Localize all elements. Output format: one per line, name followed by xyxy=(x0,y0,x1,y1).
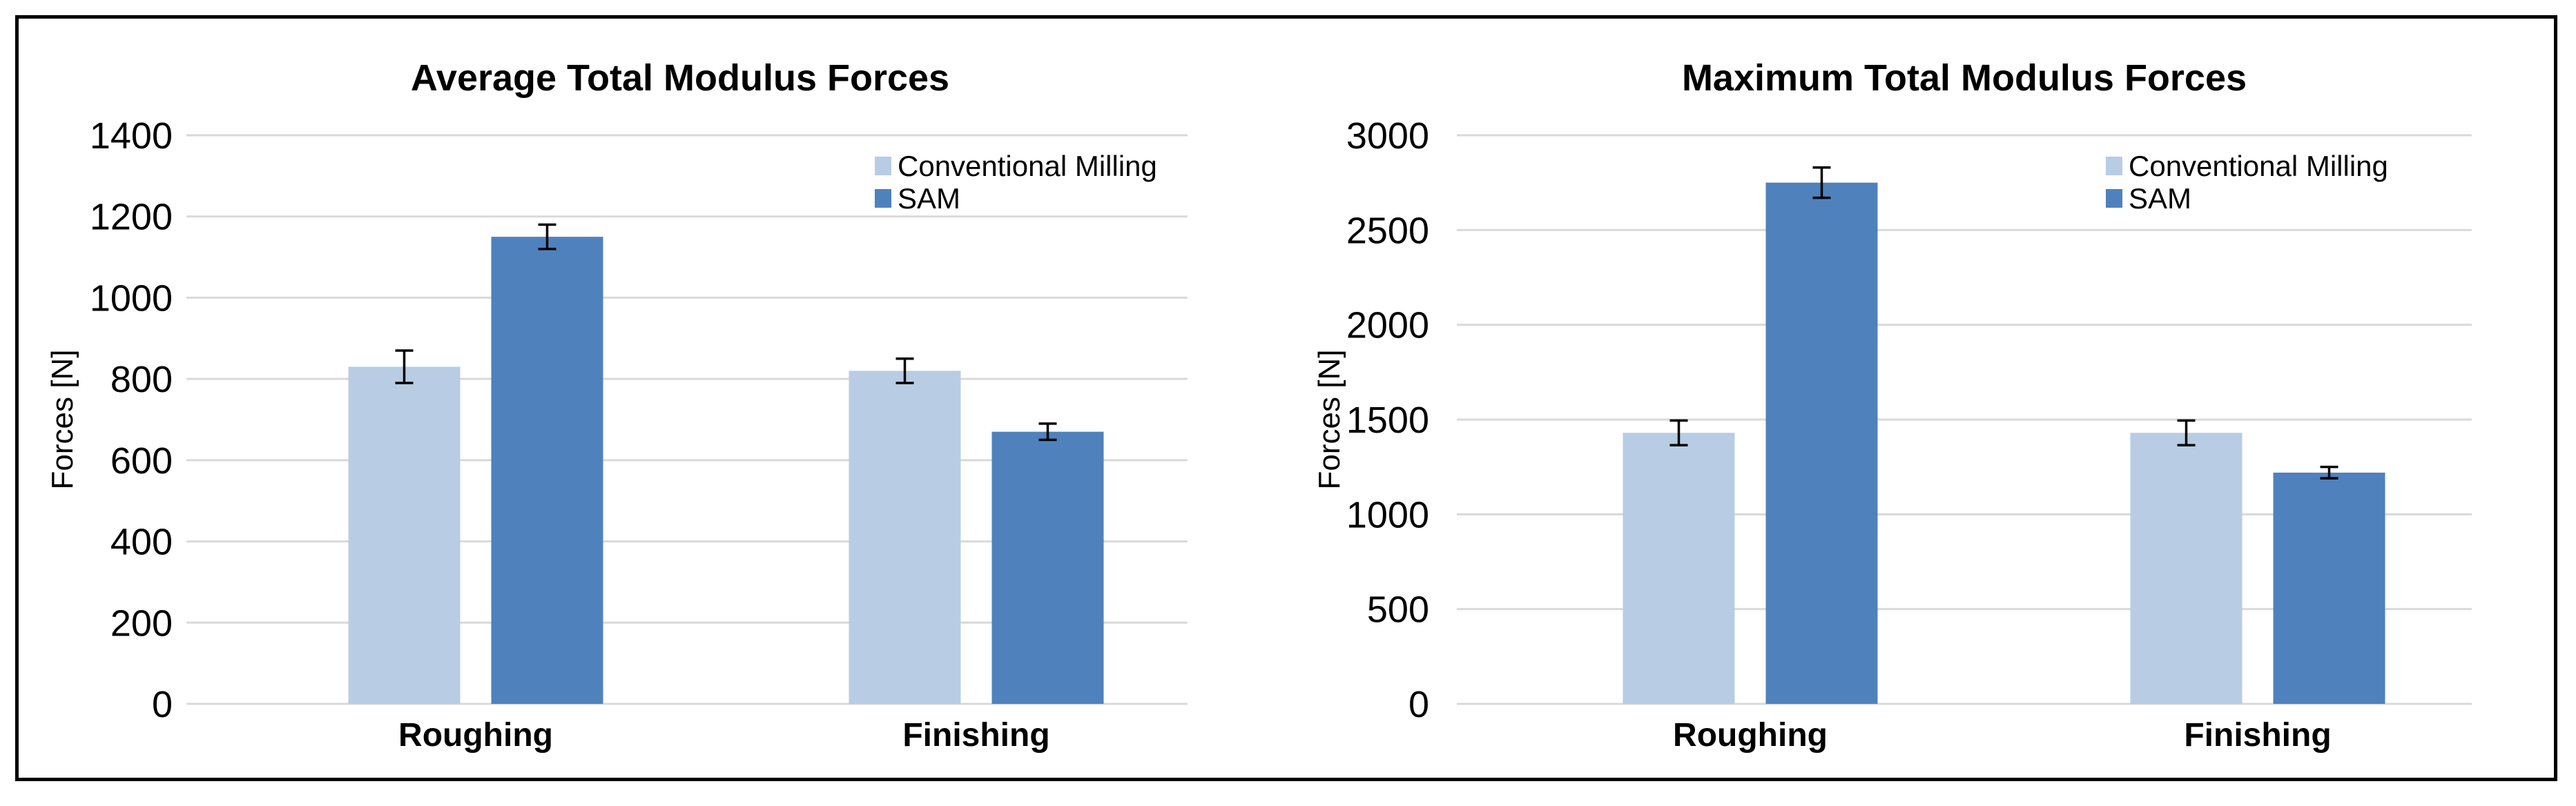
y-tick-label: 1400 xyxy=(90,115,173,157)
y-tick-label: 200 xyxy=(110,602,173,644)
y-tick-label: 600 xyxy=(110,440,173,482)
bar-finishing-sam xyxy=(2273,472,2385,704)
category-label-finishing: Finishing xyxy=(902,717,1049,754)
y-tick-label: 0 xyxy=(152,684,173,725)
chart-title: Average Total Modulus Forces xyxy=(411,57,949,99)
y-axis-title: Forces [N] xyxy=(1313,350,1346,490)
bar-roughing-sam xyxy=(491,237,603,705)
bar-finishing-sam xyxy=(991,431,1104,704)
legend-label: SAM xyxy=(898,182,960,215)
chart-title: Maximum Total Modulus Forces xyxy=(1682,57,2247,99)
y-tick-label: 500 xyxy=(1367,589,1429,631)
category-label-roughing: Roughing xyxy=(1673,717,1828,754)
bar-roughing-conventional-milling xyxy=(1623,433,1735,704)
legend-swatch-conventional-milling xyxy=(875,157,891,175)
y-axis-title: Forces [N] xyxy=(46,350,79,490)
category-label-roughing: Roughing xyxy=(398,717,553,754)
bar-finishing-conventional-milling xyxy=(849,371,961,704)
legend-label: Conventional Milling xyxy=(2129,150,2388,182)
legend-swatch-sam xyxy=(2106,189,2122,208)
legend-label: Conventional Milling xyxy=(898,150,1157,182)
y-tick-label: 1000 xyxy=(90,277,173,319)
y-tick-label: 2000 xyxy=(1346,305,1429,346)
legend-label: SAM xyxy=(2129,182,2191,215)
y-tick-label: 400 xyxy=(110,522,173,563)
y-tick-label: 800 xyxy=(110,359,173,400)
y-tick-label: 1000 xyxy=(1346,494,1429,535)
bar-roughing-sam xyxy=(1765,182,1878,705)
y-tick-label: 1200 xyxy=(90,197,173,238)
figure-border xyxy=(15,15,2557,781)
legend-swatch-conventional-milling xyxy=(2106,157,2122,175)
y-tick-label: 2500 xyxy=(1346,210,1429,251)
category-label-finishing: Finishing xyxy=(2184,717,2331,754)
chart-average-total-modulus-forces: 1400 1200 1000 800 600 400 200 0 Average Total M… xyxy=(46,57,1188,754)
y-tick-label: 0 xyxy=(1408,684,1429,725)
bar-finishing-conventional-milling xyxy=(2130,433,2243,704)
y-tick-label: 3000 xyxy=(1346,115,1429,157)
bar-roughing-conventional-milling xyxy=(348,366,461,704)
legend-swatch-sam xyxy=(875,189,891,208)
y-tick-label: 1500 xyxy=(1346,400,1429,441)
chart-maximum-total-modulus-forces: 3000 2500 2000 1500 1000 500 0 Maximum Total Mo… xyxy=(1313,57,2472,754)
